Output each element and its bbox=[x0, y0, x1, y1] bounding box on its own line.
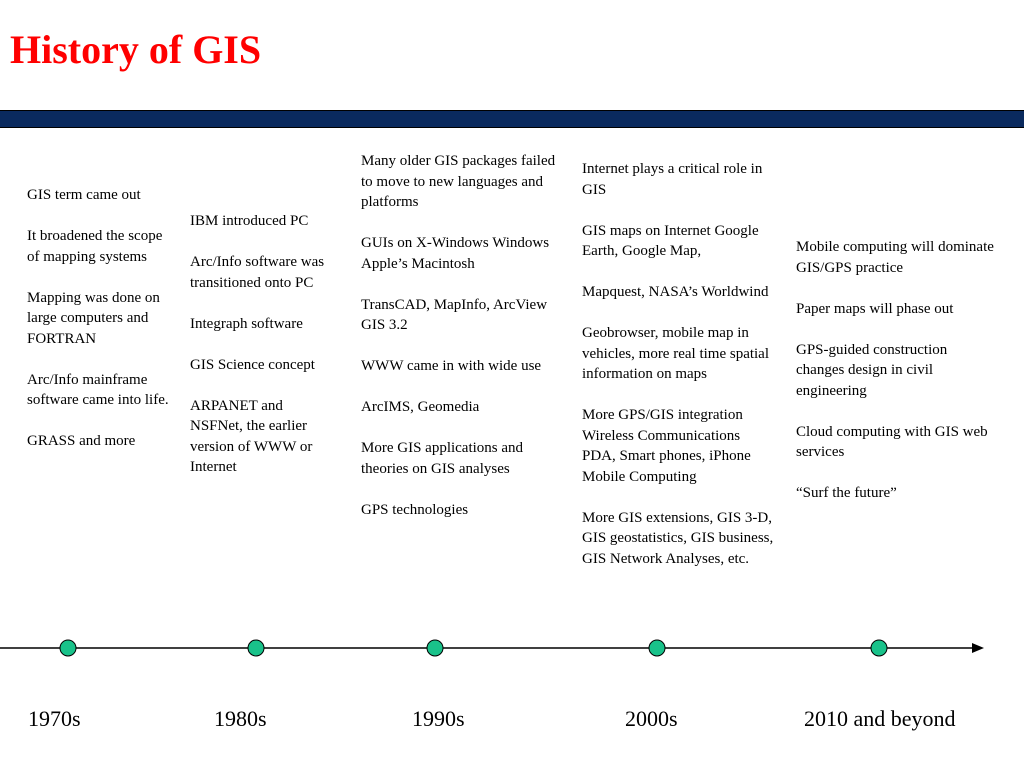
era-item: It broadened the scope of mapping system… bbox=[27, 228, 163, 265]
era-item: GUIs on X-Windows Windows Apple’s Macint… bbox=[361, 235, 550, 272]
timeline bbox=[0, 639, 984, 657]
era-item: Internet plays a critical role in GIS bbox=[582, 161, 763, 198]
era-item: Arc/Info software was transitioned onto … bbox=[190, 254, 325, 291]
era-label-1970s: 1970s bbox=[28, 706, 81, 731]
era-item: GIS maps on Internet Google Earth, Googl… bbox=[582, 222, 759, 260]
era-item: More GIS applications and theories on GI… bbox=[361, 440, 524, 477]
era-item: GPS technologies bbox=[361, 501, 469, 518]
slide-title: History of GIS bbox=[10, 27, 262, 72]
era-column-1970s: GIS term came out It broadened the scope… bbox=[27, 185, 177, 452]
era-item: More GIS extensions, GIS 3-D, GIS geosta… bbox=[582, 509, 774, 567]
era-item: GIS term came out bbox=[27, 187, 141, 203]
era-item: GIS Science concept bbox=[190, 356, 315, 373]
era-item: ARPANET and NSFNet, the earlier version … bbox=[190, 397, 313, 476]
era-item: TransCAD, MapInfo, ArcView GIS 3.2 bbox=[361, 296, 548, 334]
title-divider-band bbox=[0, 110, 1024, 128]
era-column-2000s: Internet plays a critical role in GIS GI… bbox=[582, 159, 787, 569]
era-item: Mapquest, NASA’s Worldwind bbox=[582, 284, 769, 300]
era-label-2000s: 2000s bbox=[625, 706, 678, 731]
timeline-marker-2000s bbox=[648, 639, 666, 657]
era-item: Mobile computing will dominate GIS/GPS p… bbox=[796, 239, 994, 276]
era-item: “Surf the future” bbox=[796, 485, 897, 501]
era-item: ArcIMS, Geomedia bbox=[361, 399, 480, 415]
era-item: Many older GIS packages failed to move t… bbox=[361, 153, 556, 210]
era-item: Integraph software bbox=[190, 315, 303, 332]
era-item: WWW came in with wide use bbox=[361, 358, 542, 374]
timeline-marker-1980s bbox=[247, 639, 265, 657]
era-column-2010-and-beyond: Mobile computing will dominate GIS/GPS p… bbox=[796, 237, 996, 504]
era-label-1990s: 1990s bbox=[412, 706, 465, 731]
era-item: Cloud computing with GIS web services bbox=[796, 423, 988, 461]
era-item: Arc/Info mainframe software came into li… bbox=[27, 371, 169, 409]
era-item: GPS-guided construction changes design i… bbox=[796, 341, 948, 399]
era-item: More GPS/GIS integration Wireless Commun… bbox=[582, 407, 751, 485]
timeline-marker-1990s bbox=[426, 639, 444, 657]
era-label-1980s: 1980s bbox=[214, 706, 267, 731]
era-label-2010-and-beyond: 2010 and beyond bbox=[804, 706, 956, 731]
era-item: Mapping was done on large computers and … bbox=[27, 289, 160, 347]
era-column-1980s: IBM introduced PC Arc/Info software was … bbox=[190, 211, 330, 478]
era-item: Geobrowser, mobile map in vehicles, more… bbox=[582, 325, 770, 382]
era-item: Paper maps will phase out bbox=[796, 300, 954, 317]
timeline-marker-1970s bbox=[59, 639, 77, 657]
era-column-1990s: Many older GIS packages failed to move t… bbox=[361, 151, 556, 520]
timeline-marker-2010-and-beyond bbox=[870, 639, 888, 657]
era-item: GRASS and more bbox=[27, 433, 136, 449]
era-item: IBM introduced PC bbox=[190, 213, 309, 229]
timeline-arrow-icon bbox=[972, 643, 984, 653]
